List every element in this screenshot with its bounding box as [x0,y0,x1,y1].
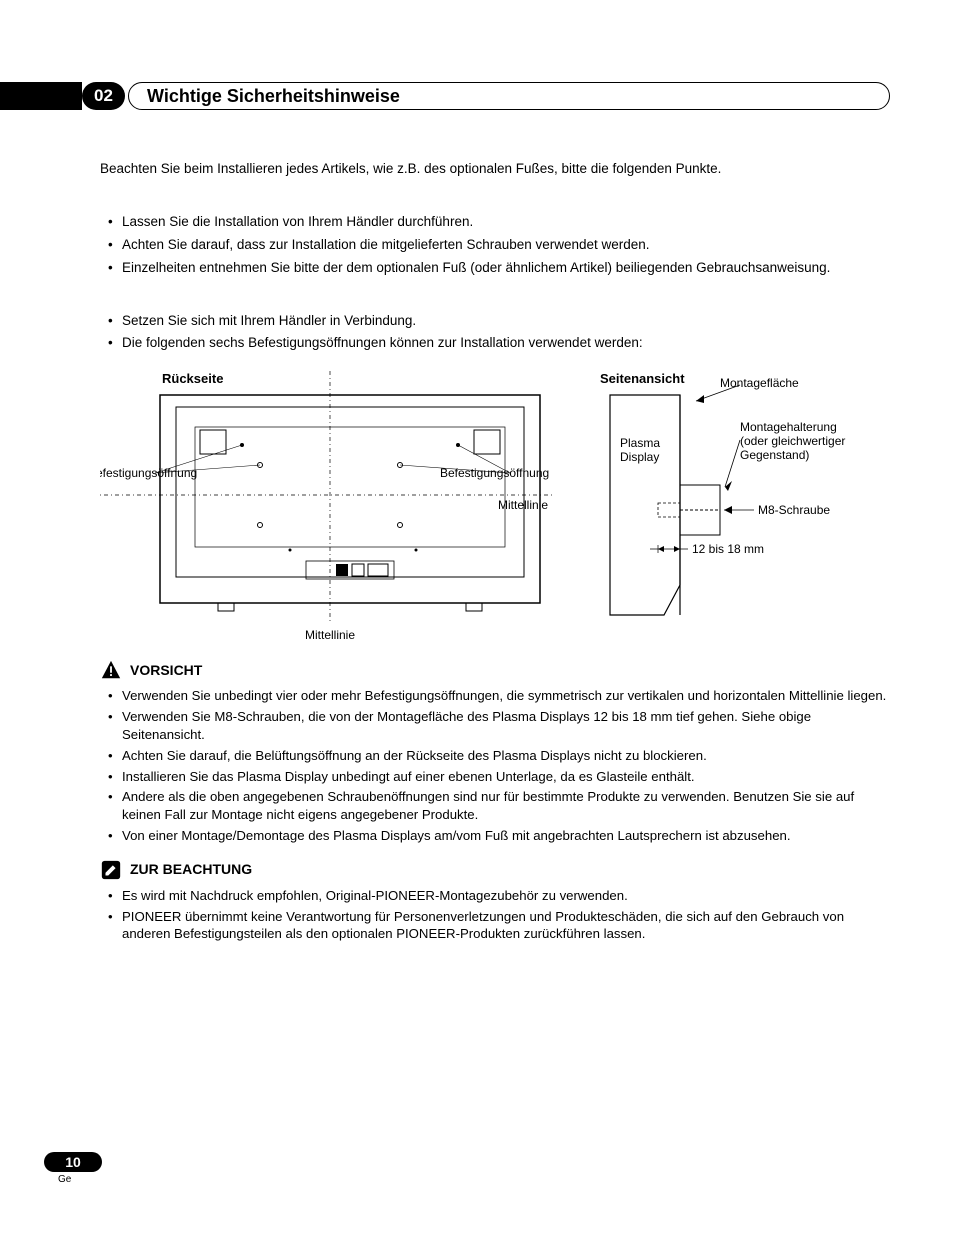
rear-label: Rückseite [162,371,223,386]
list-item: Von einer Montage/Demontage des Plasma D… [108,827,890,845]
note-list: Es wird mit Nachdruck empfohlen, Origina… [108,887,890,943]
list-item: Installieren Sie das Plasma Display unbe… [108,768,890,786]
chapter-title: Wichtige Sicherheitshinweise [128,82,890,110]
list-item: Verwenden Sie M8-Schrauben, die von der … [108,708,890,744]
side-label: Seitenansicht [600,371,685,386]
note-title: ZUR BEACHTUNG [130,860,252,880]
list-item: Achten Sie darauf, dass zur Installation… [108,236,890,255]
screw-label: M8-Schraube [758,503,830,517]
list-item: Achten Sie darauf, die Belüftungsöffnung… [108,747,890,765]
list-item: Es wird mit Nachdruck empfohlen, Origina… [108,887,890,905]
caution-header: VORSICHT [100,659,890,681]
page-number: 10 [44,1152,102,1172]
caution-title: VORSICHT [130,661,202,681]
page-content: Beachten Sie beim Installieren jedes Art… [100,160,890,946]
note-icon [100,859,122,881]
note-header: ZUR BEACHTUNG [100,859,890,881]
plasma-label-1: Plasma [620,436,660,450]
list-item: Lassen Sie die Installation von Ihrem Hä… [108,213,890,232]
list-item: Verwenden Sie unbedingt vier oder mehr B… [108,687,890,705]
page-header: 02 Wichtige Sicherheitshinweise [0,82,954,110]
list-item: Setzen Sie sich mit Ihrem Händler in Ver… [108,312,890,331]
mounting-diagram: Rückseite [100,365,890,645]
intro-text: Beachten Sie beim Installieren jedes Art… [100,160,890,179]
warning-icon [100,659,122,681]
header-left-bar [0,82,82,110]
install-list-1: Lassen Sie die Installation von Ihrem Hä… [108,213,890,278]
install-list-2: Setzen Sie sich mit Ihrem Händler in Ver… [108,312,890,354]
caution-list: Verwenden Sie unbedingt vier oder mehr B… [108,687,890,845]
bracket-label-2: (oder gleichwertiger [740,434,845,448]
list-item: Andere als die oben angegebenen Schraube… [108,788,890,824]
page-footer: 10 Ge [44,1152,102,1185]
list-item: Die folgenden sechs Befestigungsöffnunge… [108,334,890,353]
list-item: PIONEER übernimmt keine Verantwortung fü… [108,908,890,944]
centerline-v-label: Mittellinie [305,628,355,642]
mount-surface-label: Montagefläche [720,376,799,390]
mount-opening-right: Befestigungsöffnung [440,466,549,480]
chapter-number: 02 [82,82,125,110]
bracket-label-1: Montagehalterung [740,420,837,434]
depth-label: 12 bis 18 mm [692,542,764,556]
language-code: Ge [58,1174,102,1185]
list-item: Einzelheiten entnehmen Sie bitte der dem… [108,259,890,278]
centerline-h-label: Mittellinie [498,498,548,512]
bracket-label-3: Gegenstand) [740,448,809,462]
mount-opening-left: Befestigungsöffnung [100,466,197,480]
plasma-label-2: Display [620,450,659,464]
